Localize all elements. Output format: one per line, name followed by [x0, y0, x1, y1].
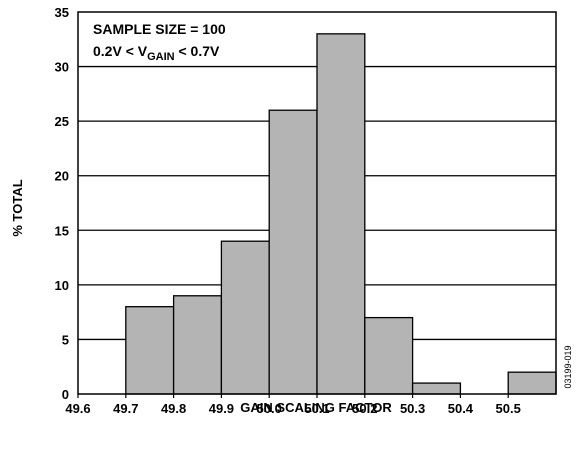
x-tick-label-50.5: 50.5: [496, 401, 521, 416]
x-tick-label-50.2: 50.2: [352, 401, 377, 416]
x-axis-ticks: 49.6 49.7 49.8 49.9 50.0 50.1 50.2 50.3 50.4 50.5: [65, 394, 521, 416]
y-tick-label-25: 25: [55, 114, 69, 129]
y-tick-label-35: 35: [55, 5, 69, 20]
annotation-vgain-range: 0.2V < VGAIN < 0.7V: [93, 43, 220, 63]
annotation-vgain-prefix: 0.2V < V: [93, 43, 148, 59]
y-tick-label-20: 20: [55, 169, 69, 184]
annotation-vgain-suffix: < 0.7V: [175, 43, 220, 59]
bar-50.1: [316, 33, 366, 395]
annotation-sample-size: SAMPLE SIZE = 100: [93, 21, 226, 37]
annotation-vgain-subscript: GAIN: [147, 51, 175, 63]
y-tick-label-0: 0: [62, 387, 69, 402]
x-tick-label-50.4: 50.4: [448, 401, 474, 416]
x-tick-label-50.3: 50.3: [400, 401, 425, 416]
bar-50.2: [364, 316, 414, 395]
x-tick-label-50.1: 50.1: [304, 401, 329, 416]
y-tick-label-10: 10: [55, 278, 69, 293]
x-tick-label-49.7: 49.7: [113, 401, 138, 416]
x-tick-label-49.8: 49.8: [161, 401, 186, 416]
y-tick-label-15: 15: [55, 223, 69, 238]
y-tick-label-5: 5: [62, 332, 69, 347]
bar-49.7: [125, 306, 175, 395]
bar-49.8: [172, 295, 223, 395]
y-tick-label-30: 30: [55, 60, 69, 75]
y-axis-ticks: 0 5 10 15 20 25 30 35: [55, 5, 69, 402]
x-tick-label-50.0: 50.0: [257, 401, 282, 416]
bar-50.3: [411, 382, 462, 395]
figure-id: 03199-019: [563, 345, 573, 388]
histogram-bars: [125, 33, 557, 395]
bar-49.9: [220, 240, 270, 395]
y-axis-label: % TOTAL: [10, 179, 25, 236]
bar-50.5: [507, 371, 557, 395]
x-tick-label-49.6: 49.6: [65, 401, 90, 416]
bar-50.0: [268, 109, 318, 395]
x-axis-label: GAIN SCALING FACTOR: [240, 400, 392, 415]
x-tick-label-49.9: 49.9: [209, 401, 234, 416]
